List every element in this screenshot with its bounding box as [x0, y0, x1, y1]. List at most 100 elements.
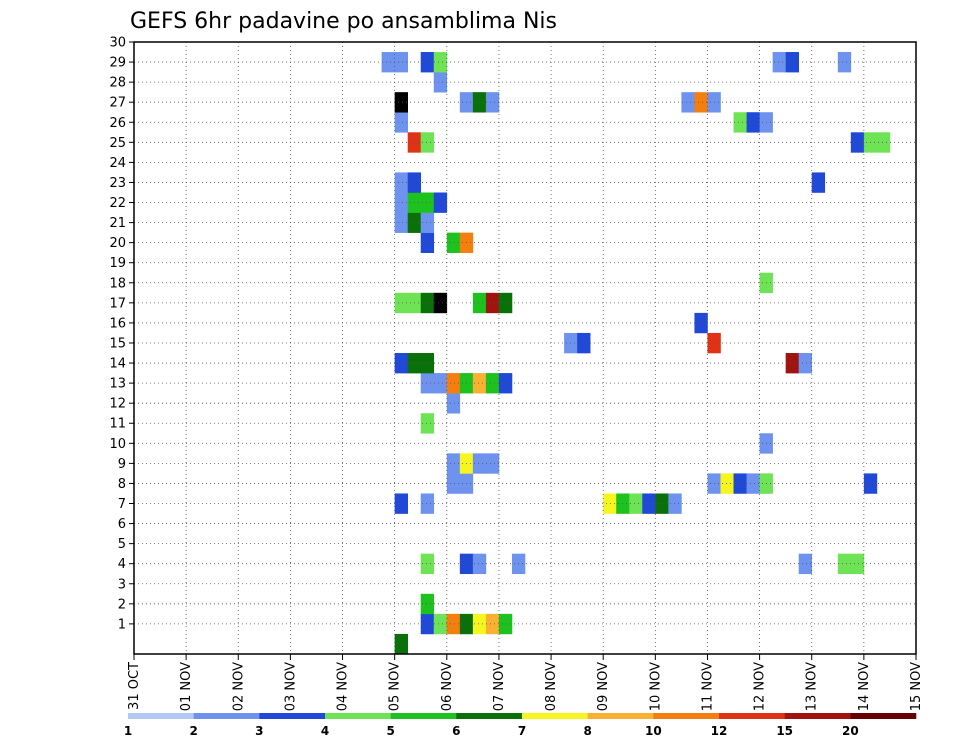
precip-cell — [420, 52, 435, 73]
colorbar-swatch — [522, 713, 588, 719]
y-tick-label: 21 — [109, 216, 126, 231]
colorbar-label: 15 — [776, 724, 793, 738]
y-tick-label: 7 — [118, 497, 126, 512]
precip-cell — [446, 453, 461, 474]
x-tick-label: 02 NOV — [231, 662, 246, 711]
x-tick-label: 03 NOV — [283, 662, 298, 711]
colorbar-swatch — [456, 713, 523, 719]
precip-cell — [485, 453, 500, 474]
precip-cell — [394, 52, 408, 73]
precip-cell — [394, 92, 408, 113]
precip-cell — [798, 353, 813, 374]
precip-cell — [394, 212, 408, 233]
precip-cell — [420, 192, 435, 213]
y-tick-label: 19 — [109, 256, 126, 271]
precip-cell — [642, 493, 656, 514]
precip-cell — [472, 292, 487, 314]
precip-cell — [446, 373, 461, 394]
precip-cell — [485, 92, 500, 113]
precip-cell — [394, 172, 408, 193]
precip-cell — [785, 353, 799, 374]
precip-cell — [472, 453, 487, 474]
colorbar-swatch — [653, 713, 720, 719]
precip-cell — [772, 52, 786, 73]
y-tick-label: 20 — [109, 236, 126, 251]
precip-cell — [433, 292, 448, 314]
colorbar-label: 12 — [711, 724, 728, 738]
colorbar-swatch — [587, 713, 654, 719]
precip-cell — [433, 72, 448, 93]
y-tick-label: 28 — [109, 76, 126, 91]
precip-cell — [472, 373, 487, 394]
precip-cell — [420, 292, 435, 314]
precip-cell — [485, 373, 500, 394]
x-tick-label: 15 NOV — [909, 662, 924, 711]
precip-cell — [837, 553, 852, 575]
y-tick-label: 13 — [109, 377, 126, 392]
precip-cell — [694, 92, 708, 113]
precip-cell — [433, 373, 448, 394]
colorbar-swatch — [325, 713, 391, 719]
colorbar-swatch — [128, 713, 194, 719]
precip-cell — [433, 192, 448, 213]
colorbar-swatch — [193, 713, 260, 719]
colorbar-label: 3 — [255, 724, 263, 738]
colorbar-label: 7 — [518, 724, 526, 738]
precip-cell — [433, 613, 448, 635]
y-tick-label: 8 — [118, 477, 126, 492]
colorbar-swatch — [719, 713, 785, 719]
x-tick-label: 12 NOV — [753, 662, 768, 711]
precip-cell — [668, 493, 682, 514]
precip-cell — [420, 553, 435, 575]
precip-cell — [433, 52, 448, 73]
colorbar-swatch — [850, 713, 917, 719]
colorbar-swatch — [784, 713, 851, 719]
precip-cell — [420, 232, 435, 253]
x-tick-label: 14 NOV — [857, 662, 872, 711]
precip-cell — [472, 613, 487, 635]
x-tick-label: 04 NOV — [336, 662, 351, 711]
y-tick-label: 11 — [109, 417, 126, 432]
y-tick-label: 29 — [109, 56, 126, 71]
precip-cell — [394, 192, 408, 213]
precip-cell — [394, 292, 408, 314]
precip-cell — [850, 132, 865, 153]
y-tick-label: 10 — [109, 437, 126, 452]
precip-cell — [472, 92, 487, 113]
precip-cell — [420, 413, 435, 434]
x-tick-label: 31 OCT — [127, 662, 142, 710]
colorbar-label: 20 — [842, 724, 859, 738]
x-tick-label: 11 NOV — [700, 662, 715, 711]
chart-title: GEFS 6hr padavine po ansamblima Nis — [130, 9, 557, 34]
x-tick-label: 08 NOV — [544, 662, 559, 711]
colorbar-label: 2 — [189, 724, 197, 738]
x-tick-label: 09 NOV — [596, 662, 611, 711]
colorbar-label: 10 — [645, 724, 662, 738]
precip-cell — [381, 52, 395, 73]
precip-cell — [876, 132, 891, 153]
x-axis: 31 OCT 01 NOV 02 NOV 03 NOV 04 NOV 05 NOV 06 N… — [127, 654, 924, 711]
x-tick-label: 10 NOV — [648, 662, 663, 711]
precip-cell — [472, 553, 487, 575]
precip-cell — [420, 212, 435, 233]
precip-cell — [850, 553, 865, 575]
y-tick-label: 9 — [118, 457, 126, 472]
y-tick-label: 24 — [109, 156, 126, 171]
precip-cell — [498, 292, 513, 314]
y-tick-label: 1 — [118, 617, 126, 632]
y-tick-label: 18 — [109, 276, 126, 291]
y-tick-label: 30 — [109, 36, 126, 51]
precip-cell — [798, 553, 813, 575]
y-tick-label: 23 — [109, 176, 126, 191]
colorbar-swatch — [390, 713, 457, 719]
precip-cell — [629, 493, 643, 514]
y-axis: 1234567891011121314151617181920212223242… — [109, 36, 134, 632]
colorbar-label: 8 — [583, 724, 591, 738]
precip-cell — [394, 353, 408, 374]
colorbar-label: 4 — [321, 724, 329, 738]
precip-cell — [577, 332, 591, 354]
precip-cell — [420, 353, 435, 374]
precip-cell — [681, 92, 695, 113]
precip-cell — [733, 473, 747, 494]
